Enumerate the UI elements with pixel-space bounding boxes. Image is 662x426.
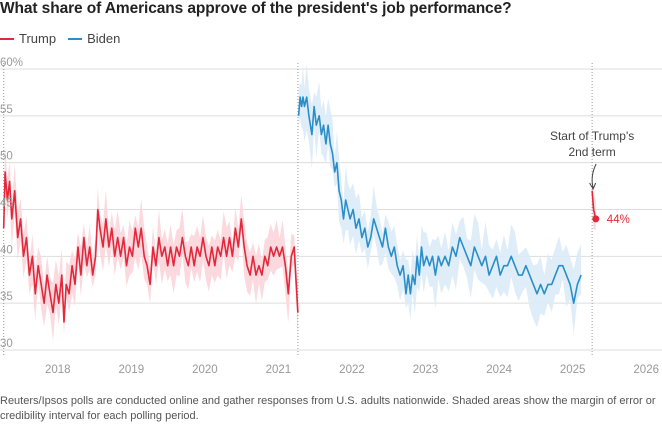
series-line-trump-0 — [2, 171, 299, 323]
x-tick-label: 2019 — [119, 364, 145, 376]
annotations: Start of Trump's 2nd term 44% — [550, 129, 634, 226]
y-tick-label: 35 — [0, 291, 13, 303]
legend-item-biden: Biden — [68, 31, 120, 46]
x-tick-label: 2018 — [45, 364, 71, 376]
annotation-arrow-line — [591, 163, 597, 189]
x-axis-ticks: 2018 2019 2020 2021 2022 2023 2024 2025 2026 — [45, 364, 659, 376]
band-trump-0 — [3, 147, 298, 341]
annotation-arrow-head — [589, 182, 597, 191]
x-tick-label: 2022 — [339, 364, 365, 376]
series-line-biden-1 — [297, 96, 582, 304]
x-tick-label: 2026 — [633, 364, 659, 376]
page-title: What share of Americans approve of the p… — [0, 0, 512, 17]
chart-legend: Trump Biden — [0, 31, 132, 46]
latest-point-marker — [592, 215, 600, 223]
legend-label-trump: Trump — [19, 31, 57, 46]
legend-swatch-biden — [68, 37, 83, 40]
y-tick-label: 55 — [0, 104, 13, 116]
latest-value-label: 44% — [607, 214, 630, 226]
footnote: Reuters/Ipsos polls are conducted online… — [0, 395, 656, 422]
x-tick-label: 2023 — [413, 364, 439, 376]
y-tick-label: 40 — [0, 244, 13, 256]
band-biden-1 — [298, 63, 582, 335]
legend-item-trump: Trump — [0, 31, 56, 46]
legend-swatch-trump — [0, 37, 14, 40]
legend-label-biden: Biden — [87, 31, 121, 46]
y-tick-label: 50 — [0, 151, 13, 163]
annotation-term-line2: 2nd term — [568, 145, 615, 159]
x-tick-label: 2024 — [486, 364, 512, 376]
y-axis-ticks: 30 35 40 45 50 55 60% — [0, 57, 23, 350]
reference-lines — [3, 63, 593, 356]
x-tick-label: 2021 — [266, 364, 292, 376]
x-tick-label: 2025 — [560, 364, 586, 376]
approval-chart: 30 35 40 45 50 55 60% 2018 2019 2020 2021 2022 2023… — [0, 57, 662, 376]
x-tick-label: 2020 — [192, 364, 218, 376]
y-tick-label: 60% — [0, 57, 23, 69]
y-tick-label: 30 — [0, 338, 13, 350]
y-tick-label: 45 — [0, 198, 13, 210]
annotation-term-line1: Start of Trump's — [550, 129, 634, 143]
